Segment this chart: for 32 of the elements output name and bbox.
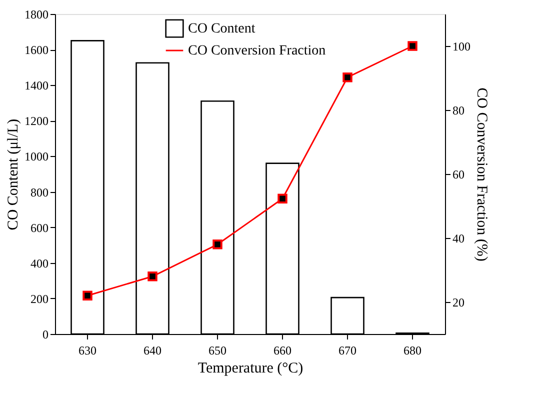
- point: [212, 240, 222, 250]
- x-tick-label: 670: [338, 344, 356, 358]
- y-tick-label: 1200: [24, 114, 48, 128]
- point: [278, 194, 288, 204]
- x-tick-label: 630: [78, 344, 96, 358]
- y-tick-label: 1000: [24, 150, 48, 164]
- y-tick-label: 400: [30, 256, 48, 270]
- x-tick-label: 650: [208, 344, 226, 358]
- legend-label: CO Content: [188, 22, 256, 36]
- y2-axis-title: CO Conversion Fraction (%): [474, 88, 490, 262]
- y-tick-label: 1800: [24, 8, 48, 22]
- x-axis-title: Temperature (°C): [198, 360, 304, 376]
- y-axis-title: CO Content (μl/L): [6, 118, 22, 230]
- point: [82, 290, 92, 300]
- y-tick-label: 1600: [24, 43, 48, 58]
- x-tick-label: 640: [144, 344, 162, 358]
- y2-tick-label: 100: [452, 40, 470, 54]
- y-tick-label: 1400: [24, 78, 48, 93]
- y-tick-label: 200: [30, 292, 48, 306]
- y2-tick-label: 20: [452, 296, 464, 310]
- y2-tick-label: 80: [452, 104, 464, 118]
- y2-tick-label: 40: [452, 232, 464, 246]
- y2-tick-label: 60: [452, 168, 464, 182]
- y-tick-label: 0: [42, 328, 48, 342]
- y-tick-label: 800: [30, 185, 48, 200]
- y-tick-label: 600: [30, 220, 48, 235]
- point: [342, 72, 352, 82]
- legend-label: CO Conversion Fraction: [188, 44, 326, 58]
- point: [148, 272, 158, 282]
- point: [408, 41, 418, 51]
- x-tick-label: 660: [274, 344, 292, 358]
- x-tick-label: 680: [404, 344, 422, 358]
